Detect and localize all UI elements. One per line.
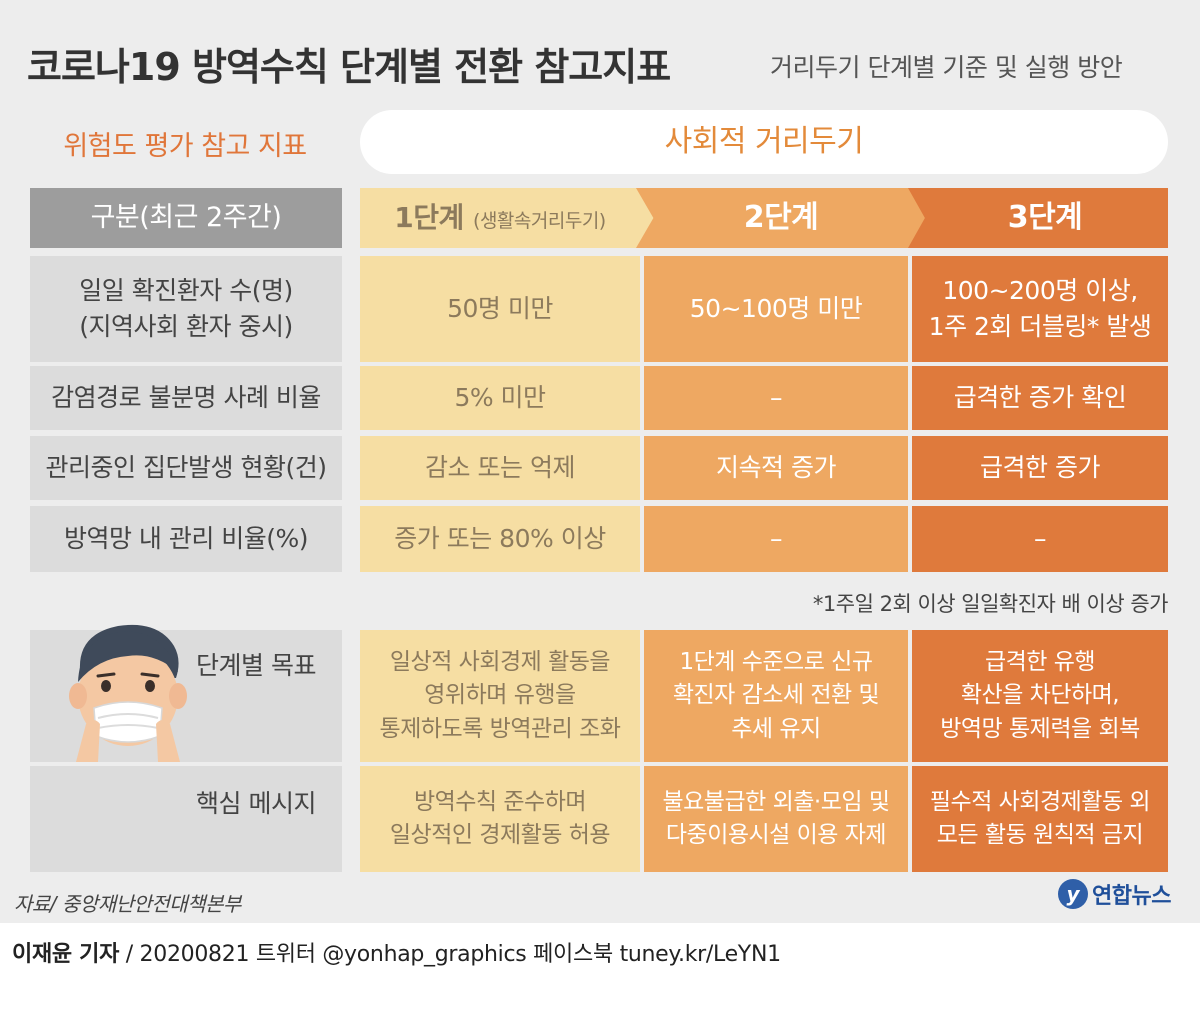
cluster-outbreaks-stage3: 급격한 증가	[912, 436, 1168, 500]
goals-stage1: 일상적 사회경제 활동을 영위하며 유행을 통제하도록 방역관리 조화	[360, 630, 640, 762]
stage1-header-bg	[360, 188, 654, 248]
row-label-managed-ratio: 방역망 내 관리 비율(%)	[30, 506, 342, 572]
daily-cases-stage1: 50명 미만	[360, 256, 640, 362]
message-stage3: 필수적 사회경제활동 외 모든 활동 원칙적 금지	[912, 766, 1168, 872]
managed-ratio-stage1: 증가 또는 80% 이상	[360, 506, 640, 572]
stage2-header-bg	[636, 188, 926, 248]
source-credit: 자료/ 중앙재난안전대책본부	[14, 892, 241, 916]
message-stage2: 불요불급한 외출·모임 및 다중이용시설 이용 자제	[644, 766, 908, 872]
masked-person-icon	[69, 624, 187, 762]
reporter-name: 이재윤 기자	[12, 942, 120, 967]
goals-stage3: 급격한 유행 확산을 차단하며, 방역망 통제력을 회복	[912, 630, 1168, 762]
stage3-header: 3단계	[1007, 200, 1083, 235]
social-distancing-label: 사회적 거리두기	[360, 110, 1168, 174]
cluster-outbreaks-stage1: 감소 또는 억제	[360, 436, 640, 500]
page-subtitle: 거리두기 단계별 기준 및 실행 방안	[770, 53, 1123, 82]
yonhap-logo-icon: y	[1058, 879, 1088, 909]
stage1-title: 1단계	[394, 201, 464, 234]
stage1-subtitle: (생활속거리두기)	[473, 210, 606, 232]
row-label-key-message: 핵심 메시지	[30, 766, 342, 872]
row-label-cluster-outbreaks: 관리중인 집단발생 현황(건)	[30, 436, 342, 500]
footnote: *1주일 2회 이상 일일확진자 배 이상 증가	[812, 592, 1169, 616]
daily-cases-stage3: 100~200명 이상, 1주 2회 더블링* 발생	[912, 256, 1168, 362]
row-label-unknown-route: 감염경로 불분명 사례 비율	[30, 366, 342, 430]
yonhap-logo-text: 연합뉴스	[1092, 884, 1171, 909]
yonhap-logo: y 연합뉴스	[1058, 878, 1171, 910]
risk-indicator-label: 위험도 평가 참고 지표	[63, 131, 307, 162]
row-label-daily-cases: 일일 확진환자 수(명) (지역사회 환자 중시)	[30, 256, 342, 362]
stage2-header: 2단계	[743, 200, 819, 235]
unknown-route-stage1: 5% 미만	[360, 366, 640, 430]
header-category: 구분(최근 2주간)	[30, 188, 342, 248]
unknown-route-stage3: 급격한 증가 확인	[912, 366, 1168, 430]
daily-cases-stage2: 50~100명 미만	[644, 256, 908, 362]
goals-stage2: 1단계 수준으로 신규 확진자 감소세 전환 및 추세 유지	[644, 630, 908, 762]
credit-line: 이재윤 기자 / 20200821 트위터 @yonhap_graphics 페…	[12, 936, 781, 968]
credit-details: / 20200821 트위터 @yonhap_graphics 페이스북 tun…	[119, 942, 781, 967]
unknown-route-stage2: –	[644, 366, 908, 430]
page-title: 코로나19 방역수칙 단계별 전환 참고지표	[27, 45, 671, 89]
message-stage1: 방역수칙 준수하며 일상적인 경제활동 허용	[360, 766, 640, 872]
managed-ratio-stage2: –	[644, 506, 908, 572]
managed-ratio-stage3: –	[912, 506, 1168, 572]
stage1-header: 1단계 (생활속거리두기)	[360, 188, 640, 248]
stage3-header-bg	[908, 188, 1168, 248]
cluster-outbreaks-stage2: 지속적 증가	[644, 436, 908, 500]
